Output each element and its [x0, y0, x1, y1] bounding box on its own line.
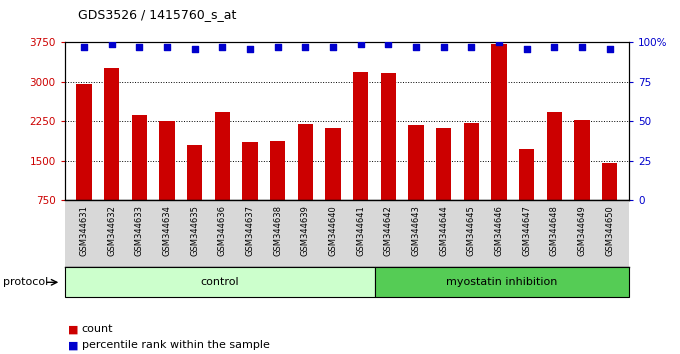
- Point: [162, 44, 173, 50]
- Text: myostatin inhibition: myostatin inhibition: [446, 277, 558, 287]
- Bar: [325, 128, 341, 239]
- Text: GSM344636: GSM344636: [218, 205, 227, 256]
- Point: [217, 44, 228, 50]
- Bar: [575, 120, 590, 239]
- Bar: [215, 112, 230, 239]
- Text: GSM344634: GSM344634: [163, 205, 171, 256]
- Text: GSM344650: GSM344650: [605, 205, 614, 256]
- Text: control: control: [201, 277, 239, 287]
- Bar: [104, 68, 119, 239]
- Point: [300, 44, 311, 50]
- Point: [521, 46, 532, 52]
- Text: GSM344647: GSM344647: [522, 205, 531, 256]
- Point: [383, 41, 394, 47]
- Text: ■: ■: [68, 324, 78, 334]
- Bar: [187, 145, 202, 239]
- Text: GSM344644: GSM344644: [439, 205, 448, 256]
- Text: GSM344638: GSM344638: [273, 205, 282, 256]
- Point: [78, 44, 89, 50]
- Bar: [159, 121, 175, 239]
- Text: GSM344649: GSM344649: [577, 205, 586, 256]
- Text: GDS3526 / 1415760_s_at: GDS3526 / 1415760_s_at: [78, 8, 237, 21]
- Point: [605, 46, 615, 52]
- Text: GSM344633: GSM344633: [135, 205, 143, 256]
- Bar: [464, 123, 479, 239]
- Point: [355, 41, 366, 47]
- Bar: [519, 149, 534, 239]
- Point: [549, 44, 560, 50]
- Bar: [353, 73, 369, 239]
- Bar: [492, 44, 507, 239]
- Text: protocol: protocol: [3, 277, 49, 287]
- Text: GSM344642: GSM344642: [384, 205, 393, 256]
- Text: GSM344640: GSM344640: [328, 205, 337, 256]
- Point: [245, 46, 256, 52]
- Point: [134, 44, 145, 50]
- Text: GSM344648: GSM344648: [550, 205, 559, 256]
- Point: [494, 40, 505, 45]
- Point: [577, 44, 588, 50]
- Bar: [436, 127, 452, 239]
- Text: GSM344645: GSM344645: [466, 205, 476, 256]
- Text: count: count: [82, 324, 113, 334]
- Text: GSM344632: GSM344632: [107, 205, 116, 256]
- Bar: [242, 142, 258, 239]
- Point: [106, 41, 117, 47]
- Bar: [602, 163, 617, 239]
- Point: [189, 46, 200, 52]
- Bar: [298, 124, 313, 239]
- Bar: [132, 115, 147, 239]
- Point: [438, 44, 449, 50]
- FancyBboxPatch shape: [375, 267, 629, 297]
- Point: [466, 44, 477, 50]
- Point: [411, 44, 422, 50]
- Text: GSM344639: GSM344639: [301, 205, 310, 256]
- Point: [328, 44, 339, 50]
- Bar: [76, 84, 92, 239]
- Text: GSM344646: GSM344646: [494, 205, 503, 256]
- Bar: [409, 125, 424, 239]
- Bar: [547, 112, 562, 239]
- Text: GSM344631: GSM344631: [80, 205, 88, 256]
- Text: GSM344637: GSM344637: [245, 205, 254, 256]
- Bar: [381, 74, 396, 239]
- Text: GSM344635: GSM344635: [190, 205, 199, 256]
- Point: [272, 44, 283, 50]
- FancyBboxPatch shape: [65, 267, 375, 297]
- Text: GSM344641: GSM344641: [356, 205, 365, 256]
- Text: GSM344643: GSM344643: [411, 205, 420, 256]
- Text: percentile rank within the sample: percentile rank within the sample: [82, 340, 269, 350]
- Text: ■: ■: [68, 340, 78, 350]
- Bar: [270, 141, 285, 239]
